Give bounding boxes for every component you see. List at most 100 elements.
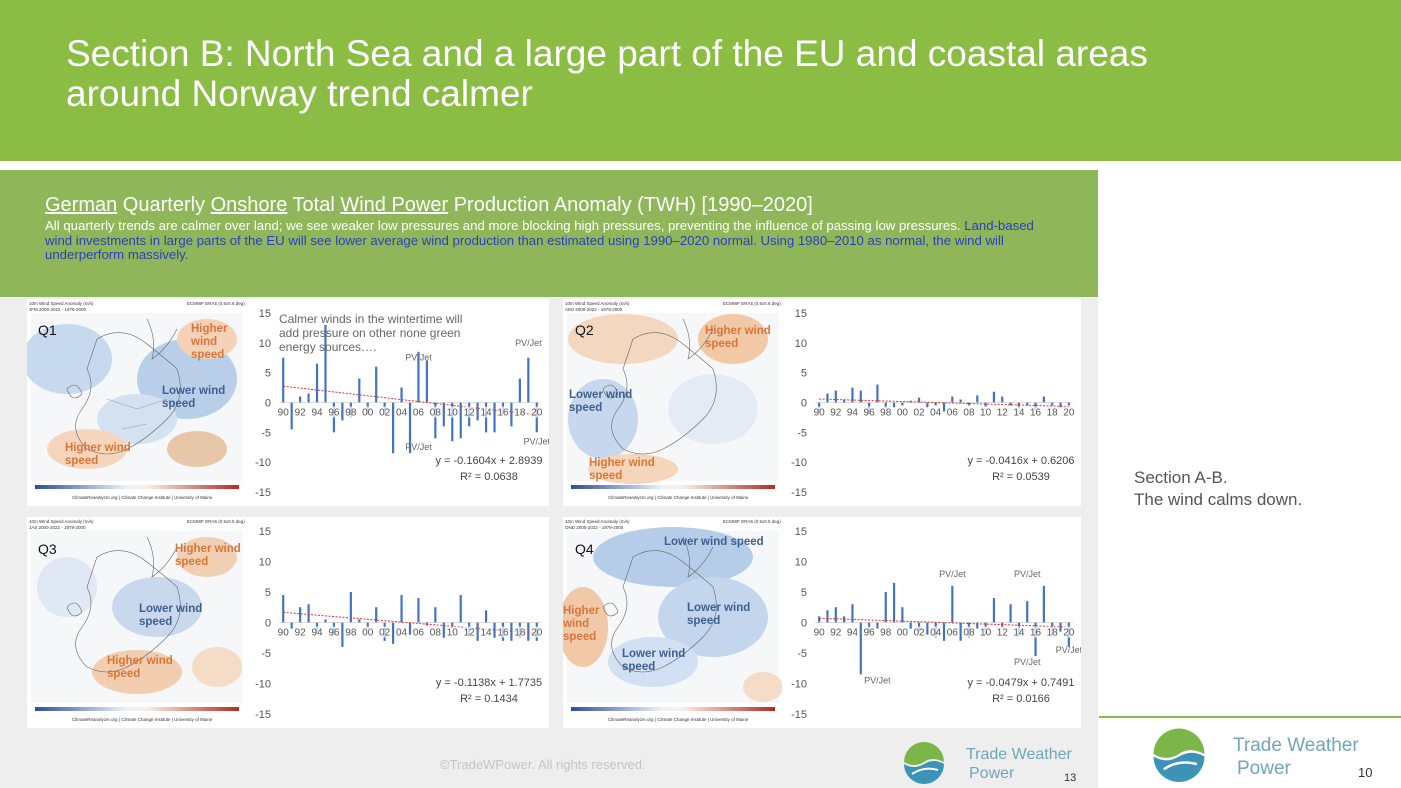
bar: [391, 402, 395, 454]
x-tick-bg: [479, 626, 493, 638]
x-tick-bg: [1045, 406, 1059, 418]
chart-annotation-note: Calmer winds in the wintertime will: [279, 312, 462, 326]
side-logo-line1: Trade Weather: [1233, 735, 1359, 756]
x-tick-label: 00: [362, 408, 374, 419]
x-tick-bg: [1012, 626, 1026, 638]
x-tick-bg: [462, 626, 476, 638]
x-tick-bg: [411, 626, 425, 638]
x-tick-label: 04: [930, 628, 942, 639]
x-tick-label: 96: [864, 408, 876, 419]
bar: [834, 390, 837, 403]
x-tick-label: 92: [830, 408, 842, 419]
x-tick-label: 00: [897, 408, 909, 419]
bar: [315, 363, 319, 403]
x-tick-label: 92: [295, 408, 307, 419]
x-tick-label: 02: [379, 408, 391, 419]
bar: [324, 619, 327, 623]
x-tick-bg: [895, 626, 909, 638]
x-tick-label: 20: [531, 628, 543, 639]
q3-map: 10m Wind Speed Anomaly (m/s) JAS 2000-20…: [27, 517, 246, 728]
x-tick-bg: [293, 406, 307, 418]
bar: [434, 607, 437, 623]
q1-label: Q1: [38, 322, 57, 338]
side-logo-text: Trade Weather Power: [1233, 734, 1359, 780]
bar: [442, 402, 445, 427]
y-tick-label: 0: [265, 398, 271, 410]
side-note: Section A-B. The wind calms down.: [1134, 467, 1302, 511]
q1-map-image: [27, 313, 243, 489]
q4-map-image: [563, 527, 782, 711]
x-tick-label: 10: [980, 408, 992, 419]
x-tick-bg: [1029, 406, 1043, 418]
x-tick-label: 08: [963, 408, 975, 419]
x-tick-bg: [445, 626, 459, 638]
q4-label-lower-north: Lower wind speed: [664, 536, 764, 548]
bar: [349, 592, 352, 623]
bar: [341, 402, 344, 421]
q3-map-image: [31, 531, 243, 711]
x-tick-bg: [361, 406, 375, 418]
q4-label-lower-east: Lower wind speed: [687, 602, 751, 627]
x-tick-bg: [344, 626, 358, 638]
bar: [1051, 402, 1054, 406]
r-squared: R² = 0.0638: [460, 471, 518, 483]
y-tick-label: -10: [255, 457, 271, 469]
y-tick-label: 10: [795, 557, 807, 569]
bar: [1026, 402, 1029, 406]
y-tick-label: -15: [791, 487, 807, 499]
x-tick-bg: [829, 626, 843, 638]
x-tick-bg: [995, 626, 1009, 638]
q2-label-higher-south: Higher wind speed: [589, 457, 655, 482]
title-line-2: around Norway trend calmer: [66, 73, 533, 114]
side-logo-line2: Power: [1237, 758, 1291, 779]
x-tick-label: 08: [430, 408, 442, 419]
q1-map-source: ECMWF ERA5 (0.5x0.5 deg): [187, 301, 245, 306]
x-tick-label: 98: [880, 628, 892, 639]
subtitle-part-anomaly: Production Anomaly (TWH) [1990–2020]: [448, 194, 813, 216]
x-tick-bg: [1029, 626, 1043, 638]
bar: [366, 622, 369, 629]
q1-panel: 10m Wind Speed Anomaly (m/s) JFM 2000-20…: [27, 299, 549, 506]
bar: [307, 604, 310, 623]
x-tick-bg: [995, 406, 1009, 418]
x-tick-bg: [462, 406, 476, 418]
x-tick-label: 02: [379, 628, 391, 639]
y-tick-label: 15: [259, 526, 271, 538]
bar: [527, 357, 530, 403]
y-tick-label: 10: [259, 557, 271, 569]
bar: [358, 378, 361, 403]
x-tick-bg: [530, 406, 544, 418]
bar: [901, 402, 904, 406]
q4-map-source: ECMWF ERA5 (0.5x0.5 deg): [723, 519, 781, 524]
bar: [909, 622, 912, 629]
bar: [818, 616, 821, 623]
bar: [434, 402, 437, 439]
bar: [527, 622, 530, 641]
bar: [1034, 402, 1037, 410]
x-tick-bg: [812, 406, 826, 418]
q3-map-credit: ClimateReanalyzer.org | Climate Change I…: [72, 717, 213, 722]
bar: [859, 622, 862, 675]
x-tick-label: 90: [814, 628, 826, 639]
chart-annotation-note: add pressure on other none green: [279, 326, 460, 340]
x-tick-bg: [327, 626, 341, 638]
x-tick-label: 98: [345, 408, 357, 419]
bar: [408, 402, 412, 454]
slide-logo-line1: Trade Weather: [966, 746, 1072, 763]
slide-subheader: German Quarterly Onshore Total Wind Powe…: [0, 170, 1098, 297]
x-tick-bg: [879, 406, 893, 418]
x-tick-label: 08: [963, 628, 975, 639]
x-tick-label: 20: [1063, 628, 1075, 639]
bar: [843, 399, 846, 403]
y-tick-label: -15: [255, 709, 271, 721]
bar: [1042, 585, 1045, 623]
x-tick-label: 12: [464, 408, 476, 419]
trend-equation: y = -0.1604x + 2.8939: [435, 455, 542, 467]
bar: [417, 351, 420, 403]
slide-logo-line2: Power: [969, 765, 1015, 782]
bar: [942, 622, 946, 641]
x-tick-label: 18: [1047, 408, 1059, 419]
x-tick-bg: [496, 406, 510, 418]
q3-map-subtitle: JAS 2000-2022 - 1979-2000: [29, 525, 86, 530]
x-tick-label: 02: [913, 628, 925, 639]
